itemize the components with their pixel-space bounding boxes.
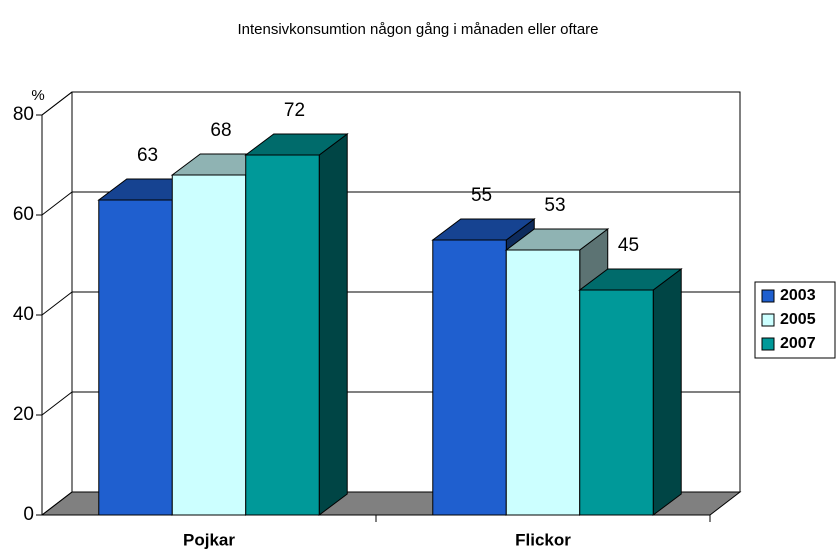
value-label: 55	[471, 185, 492, 206]
y-tick-label: 20	[13, 404, 34, 425]
legend-label: 2007	[780, 335, 816, 352]
bar	[432, 239, 507, 516]
value-label: 63	[137, 145, 158, 166]
legend-label: 2003	[780, 287, 816, 304]
y-tick-label: 40	[13, 304, 34, 325]
bar	[505, 249, 581, 516]
grid-line	[41, 191, 740, 216]
bar-side	[652, 268, 682, 516]
x-tick-label: Pojkar	[183, 530, 235, 549]
bar-side	[318, 133, 348, 516]
bar-3d	[578, 268, 683, 516]
legend-swatch	[761, 289, 775, 303]
bar	[171, 174, 247, 516]
legend-label: 2005	[780, 311, 816, 328]
bar	[98, 199, 173, 516]
bar	[579, 289, 654, 516]
left-wall-edge	[41, 91, 73, 116]
y-axis-label: %	[31, 87, 44, 104]
legend-swatch	[761, 337, 775, 351]
chart-title: Intensivkonsumtion någon gång i månaden …	[237, 21, 598, 38]
y-tick-label: 80	[13, 104, 34, 125]
value-label: 53	[544, 195, 565, 216]
bar	[245, 154, 320, 516]
value-label: 68	[210, 120, 231, 141]
x-tick-label: Flickor	[515, 530, 571, 549]
y-tick-label: 60	[13, 204, 34, 225]
bar-3d	[244, 133, 349, 516]
value-label: 45	[618, 235, 639, 256]
y-tick-label: 0	[23, 504, 34, 525]
value-label: 72	[284, 100, 305, 121]
legend-swatch	[761, 313, 775, 327]
